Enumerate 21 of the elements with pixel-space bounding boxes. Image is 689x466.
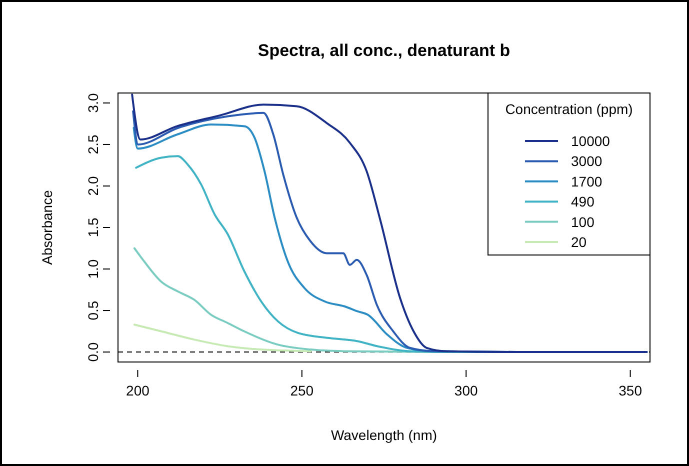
y-tick-label: 3.0	[85, 93, 101, 113]
y-tick-label: 0.0	[85, 342, 101, 362]
x-axis-title: Wavelength (nm)	[330, 427, 438, 443]
x-tick-label: 300	[454, 382, 478, 398]
x-tick-label: 250	[290, 382, 314, 398]
legend-label: 10000	[571, 133, 610, 149]
y-tick-label: 0.5	[85, 300, 101, 320]
x-tick-label: 350	[618, 382, 642, 398]
y-tick-label: 1.0	[85, 259, 101, 279]
legend-label: 3000	[571, 153, 602, 170]
legend-label: 100	[571, 214, 595, 230]
x-tick-label: 200	[126, 382, 150, 398]
y-axis-title: Absorbance	[39, 190, 55, 265]
y-tick-label: 2.5	[85, 134, 101, 154]
chart-title: Spectra, all conc., denaturant b	[258, 41, 510, 60]
y-tick-label: 2.0	[85, 176, 101, 196]
y-tick-label: 1.5	[85, 218, 101, 238]
legend-label: 1700	[571, 173, 602, 190]
legend-label: 490	[571, 194, 595, 210]
legend-title: Concentration (ppm)	[505, 101, 633, 117]
legend-label: 20	[571, 234, 587, 250]
